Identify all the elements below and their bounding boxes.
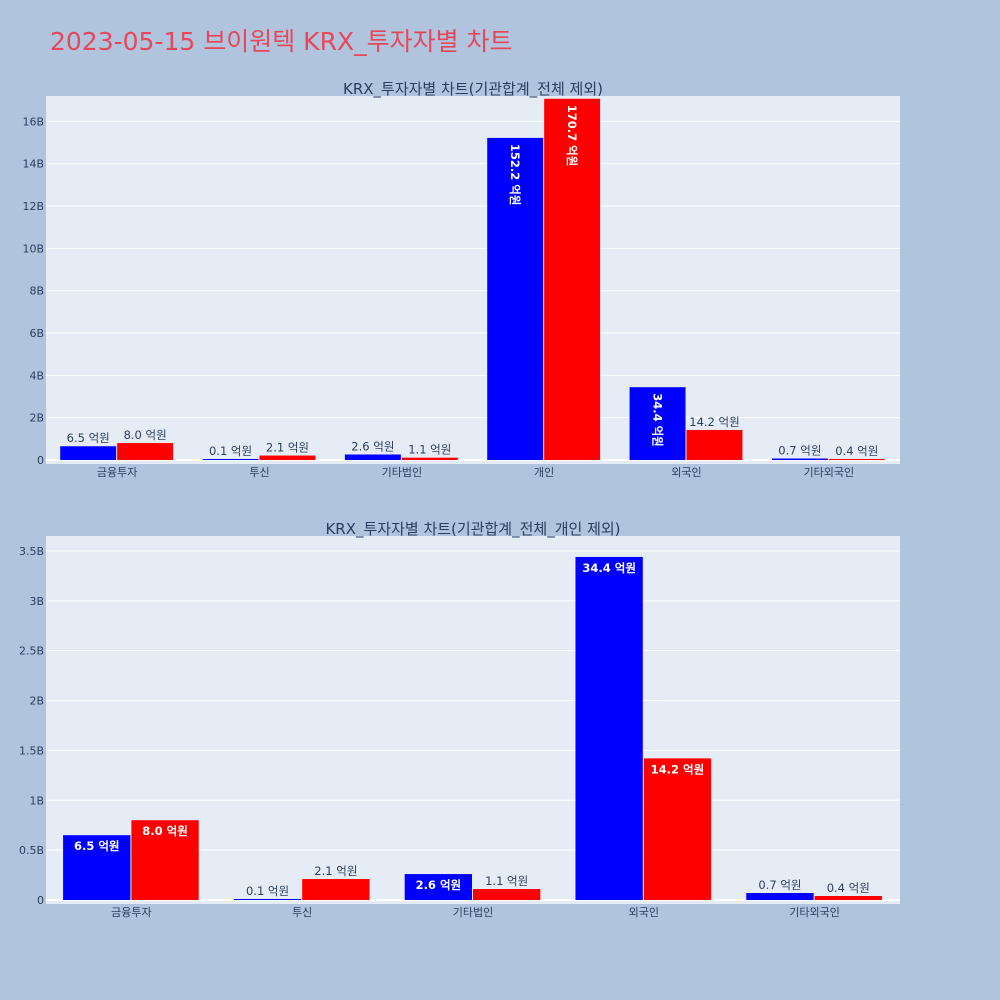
- y-tick-label: 2B: [29, 695, 44, 708]
- plot-area: [46, 96, 900, 464]
- chart-bottom: 0 0.5B 1B 1.5B 2B 2.5B 3B 3.5B KRX_투자자별 차트(기관합계_…: [19, 520, 900, 919]
- y-tick-label: 14B: [22, 158, 44, 171]
- y-tick-label: 10B: [22, 242, 44, 255]
- data-label: 0.1 억원: [246, 884, 289, 898]
- data-label: 14.2 억원: [689, 415, 739, 429]
- x-tick-label: 금융투자: [97, 466, 137, 479]
- y-tick-label: 1.5B: [19, 744, 44, 757]
- bar: [814, 896, 882, 900]
- y-tick-label: 8B: [29, 285, 44, 298]
- bar: [117, 443, 174, 460]
- bar: [131, 820, 199, 900]
- bar: [401, 457, 458, 460]
- data-label: 152.2 억원: [508, 144, 522, 206]
- x-tick-label: 외국인: [671, 466, 701, 479]
- data-label: 0.1 억원: [209, 444, 252, 458]
- page-title: 2023-05-15 브이원텍 KRX_투자자별 차트: [50, 27, 513, 56]
- bar: [302, 879, 370, 900]
- x-tick-label: 투신: [292, 906, 312, 919]
- data-label: 0.7 억원: [778, 444, 821, 458]
- data-label: 2.6 억원: [351, 439, 394, 453]
- y-tick-label: 0: [37, 894, 44, 907]
- bar: [202, 459, 259, 460]
- x-tick-label: 금융투자: [111, 906, 151, 919]
- y-tick-label: 2B: [29, 412, 44, 425]
- bar: [473, 889, 541, 900]
- y-tick-label: 1B: [29, 794, 44, 807]
- data-label: 14.2 억원: [651, 762, 705, 776]
- data-label: 8.0 억원: [124, 428, 167, 442]
- y-tick-label: 16B: [22, 115, 44, 128]
- y-tick-label: 0.5B: [19, 844, 44, 857]
- x-tick-label: 기타외국인: [789, 906, 840, 919]
- bar: [746, 893, 814, 900]
- y-tick-label: 4B: [29, 369, 44, 382]
- y-tick-label: 6B: [29, 327, 44, 340]
- data-label: 6.5 억원: [74, 839, 120, 853]
- data-label: 0.7 억원: [758, 878, 801, 892]
- bar: [828, 459, 885, 460]
- data-label: 34.4 억원: [651, 393, 665, 447]
- data-label: 170.7 억원: [565, 105, 579, 167]
- bar: [60, 446, 117, 460]
- data-label: 0.4 억원: [835, 444, 878, 458]
- data-label: 8.0 억원: [142, 824, 188, 838]
- data-label: 0.4 억원: [827, 881, 870, 895]
- bar: [233, 899, 302, 900]
- x-tick-label: 외국인: [629, 906, 659, 919]
- bar: [771, 458, 828, 460]
- data-label: 2.1 억원: [314, 864, 357, 878]
- y-tick-label: 3B: [29, 595, 44, 608]
- bar: [544, 98, 601, 460]
- bar: [686, 429, 743, 460]
- bar: [629, 387, 686, 460]
- data-label: 6.5 억원: [67, 431, 110, 445]
- bar: [259, 455, 316, 460]
- chart-top: 0 2B 4B 6B 8B 10B 12B 14B 16B KRX_투자자별 차트(기관합계_전체…: [22, 80, 900, 479]
- y-tick-label: 3.5B: [19, 545, 44, 558]
- data-label: 1.1 억원: [485, 874, 528, 888]
- bar: [643, 758, 712, 900]
- bar: [404, 874, 472, 900]
- y-tick-label: 2.5B: [19, 645, 44, 658]
- x-tick-label: 기타법인: [453, 906, 493, 919]
- chart-title: KRX_투자자별 차트(기관합계_전체_개인 제외): [325, 520, 620, 539]
- chart-title: KRX_투자자별 차트(기관합계_전체 제외): [343, 80, 603, 99]
- x-tick-label: 기타법인: [382, 466, 422, 479]
- y-tick-label: 0: [37, 454, 44, 467]
- bar: [575, 556, 643, 900]
- x-tick-label: 개인: [534, 466, 554, 479]
- x-tick-label: 기타외국인: [804, 466, 855, 479]
- data-label: 2.6 억원: [416, 878, 462, 892]
- bar: [63, 835, 131, 900]
- x-tick-label: 투신: [249, 466, 269, 479]
- data-label: 1.1 억원: [408, 443, 451, 457]
- data-label: 2.1 억원: [266, 441, 309, 455]
- bar: [487, 137, 544, 460]
- y-tick-label: 12B: [22, 200, 44, 213]
- data-label: 34.4 억원: [582, 561, 636, 575]
- bar: [344, 454, 401, 460]
